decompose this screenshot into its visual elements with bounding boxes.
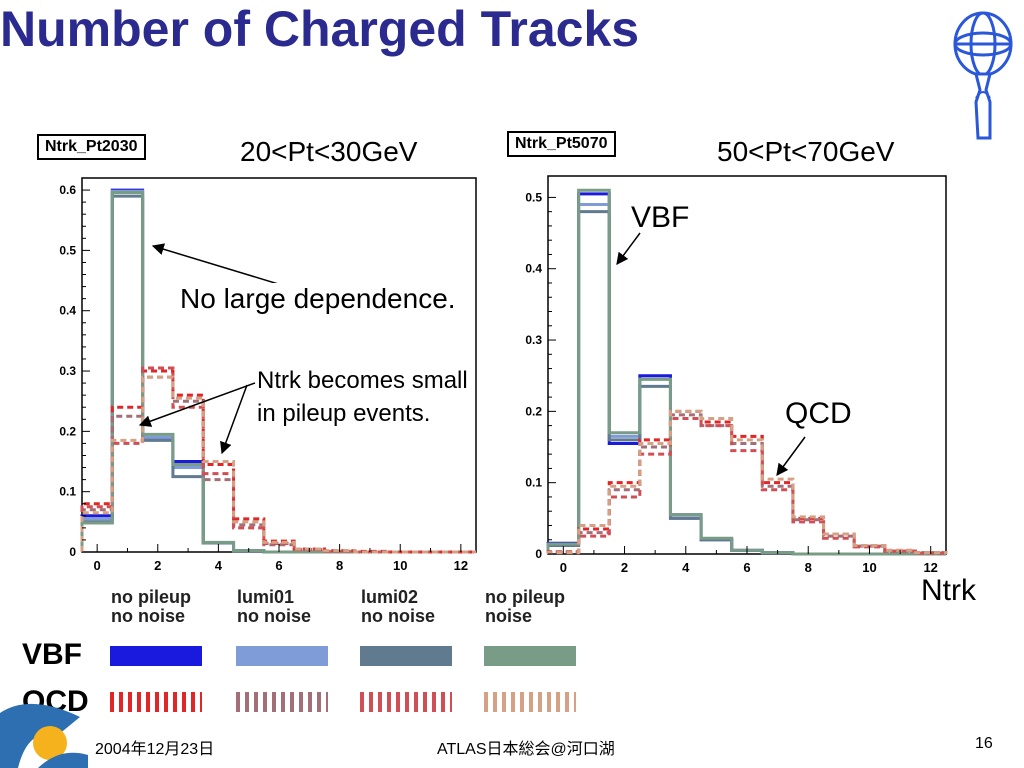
- arrow-pileup-1: [138, 382, 256, 427]
- x-tick-label: 10: [862, 560, 876, 575]
- histogram-chart-left: 0 0.1 0.2 0.3 0.4 0.5 0.6 0 2 4 6 8 10 12: [59, 177, 477, 573]
- y-tick-label: 0.1: [525, 476, 542, 490]
- arrow-pileup-2: [220, 384, 248, 455]
- swatch-qcd-noise: [484, 692, 576, 712]
- atlas-logo-icon: [953, 11, 1013, 140]
- plot-frame: [81, 177, 477, 553]
- y-tick-label: 0.4: [525, 262, 542, 276]
- arrow-qcd: [776, 436, 806, 476]
- y-tick-label: 0.6: [59, 183, 76, 197]
- y-tick-label: 0.5: [59, 243, 76, 257]
- y-tick-label: 0: [69, 545, 76, 559]
- note-pileup-events: in pileup events.: [257, 400, 431, 427]
- x-tick-label: 4: [215, 558, 223, 573]
- note-ntrk-small: Ntrk becomes small: [257, 367, 468, 394]
- swatch-vbf-lumi01: [236, 646, 328, 666]
- x-tick-label: 2: [154, 558, 161, 573]
- swatch-qcd-no-pileup: [110, 692, 202, 712]
- x-tick-label: 0: [560, 560, 567, 575]
- y-tick-label: 0: [535, 547, 542, 561]
- histogram-series-qcd-lumi02-no-noise: [80, 366, 476, 554]
- y-tick-label: 0.1: [59, 485, 76, 499]
- pt-range-label-right: 50<Pt<70GeV: [717, 136, 895, 167]
- note-no-large-dependence: No large dependence.: [180, 283, 456, 315]
- histogram-series-qcd-lumi01-no-noise: [80, 375, 476, 554]
- legend-noise: no pileup noise: [485, 587, 565, 626]
- y-tick-label: 0.4: [59, 304, 76, 318]
- slide-title: Number of Charged Tracks: [0, 1, 640, 57]
- legend-lumi01: lumi01 no noise: [237, 587, 312, 626]
- x-tick-label: 2: [621, 560, 628, 575]
- x-axis-label-ntrk: Ntrk: [921, 574, 976, 607]
- histogram-name-right: Ntrk_Pt5070: [507, 131, 616, 157]
- x-tick-label: 12: [923, 560, 937, 575]
- y-tick-label: 0.5: [525, 190, 542, 204]
- swatch-qcd-lumi01: [236, 692, 328, 712]
- x-tick-label: 4: [682, 560, 690, 575]
- legend-no-pileup-no-noise: no pileup no noise: [111, 587, 191, 626]
- x-tick-label: 6: [743, 560, 750, 575]
- legend-lumi02: lumi02 no noise: [361, 587, 436, 626]
- footer-date: 2004年12月23日: [95, 741, 215, 758]
- arrow-vbf: [616, 232, 641, 265]
- arrow-no-dependence: [151, 243, 299, 291]
- conference-logo-icon: [0, 703, 88, 768]
- footer-meeting: ATLAS日本総会@河口湖: [437, 741, 615, 758]
- histogram-series-qcd-no-pileup-noise: [546, 409, 948, 555]
- histogram-name-left: Ntrk_Pt2030: [37, 134, 146, 160]
- tag-qcd: QCD: [785, 397, 852, 430]
- y-tick-label: 0.3: [59, 364, 76, 378]
- pt-range-label-left: 20<Pt<30GeV: [240, 136, 418, 167]
- swatch-qcd-lumi02: [360, 692, 452, 712]
- x-tick-label: 8: [805, 560, 812, 575]
- y-tick-label: 0.2: [59, 424, 76, 438]
- y-tick-label: 0.3: [525, 333, 542, 347]
- legend-row-vbf: VBF: [22, 638, 82, 671]
- swatch-vbf-lumi02: [360, 646, 452, 666]
- swatch-vbf-noise: [484, 646, 576, 666]
- x-tick-label: 8: [336, 558, 343, 573]
- x-tick-label: 0: [94, 558, 101, 573]
- histogram-chart-right: 0 0.1 0.2 0.3 0.4 0.5 0 2 4 6 8 10 12: [525, 175, 948, 575]
- x-tick-label: 10: [393, 558, 407, 573]
- swatch-vbf-no-pileup: [110, 646, 202, 666]
- x-tick-label: 6: [275, 558, 282, 573]
- histogram-series-vbf-no-pileup-noise: [546, 188, 946, 556]
- histogram-series-qcd-lumi02-no-noise: [546, 416, 948, 555]
- page-number: 16: [975, 735, 993, 752]
- y-tick-label: 0.2: [525, 404, 542, 418]
- x-tick-label: 12: [454, 558, 468, 573]
- tag-vbf: VBF: [631, 201, 690, 234]
